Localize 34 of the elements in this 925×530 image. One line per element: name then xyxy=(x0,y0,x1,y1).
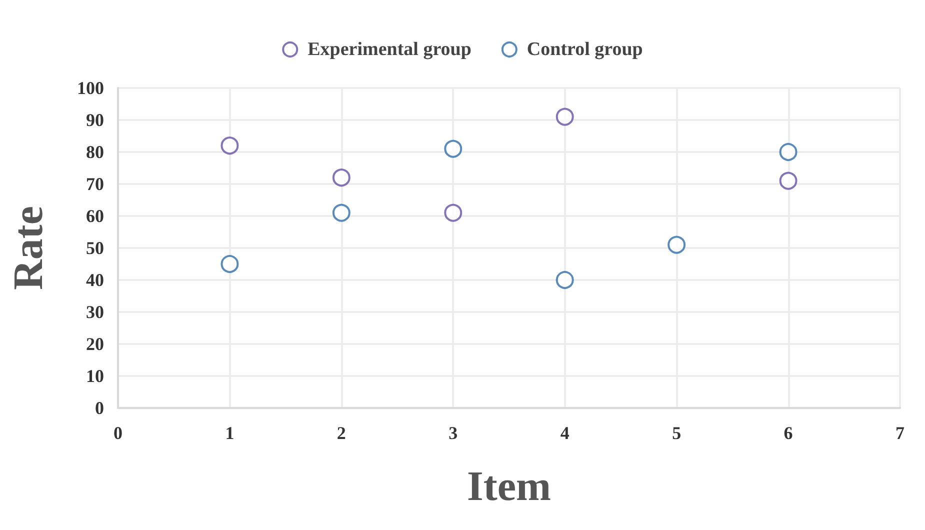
y-tick-label: 60 xyxy=(86,206,104,226)
point xyxy=(779,143,798,161)
x-axis-title: Item xyxy=(467,464,551,510)
point xyxy=(220,136,239,155)
y-tick-label: 50 xyxy=(86,238,104,258)
y-tick-label: 30 xyxy=(86,302,104,322)
y-tick-label: 20 xyxy=(86,334,104,354)
legend-label: Control group xyxy=(526,39,643,60)
y-tick-label: 0 xyxy=(95,398,104,418)
x-tick-label: 6 xyxy=(784,423,793,443)
legend-label: Experimental group xyxy=(308,39,472,60)
y-tick-label: 70 xyxy=(86,174,104,194)
point xyxy=(444,204,462,222)
x-tick-label: 2 xyxy=(336,423,346,443)
x-tick-label: 1 xyxy=(225,423,234,443)
y-tick-label: 80 xyxy=(86,142,104,162)
point xyxy=(220,255,239,273)
x-tick-label: 7 xyxy=(896,423,904,443)
x-tick-label: 4 xyxy=(560,423,570,443)
point xyxy=(779,172,798,190)
y-tick-label: 100 xyxy=(77,78,104,98)
point xyxy=(556,108,574,126)
point xyxy=(668,236,686,254)
x-tick-label: 5 xyxy=(672,423,682,443)
point xyxy=(332,168,350,187)
x-tick-label: 0 xyxy=(114,423,122,443)
y-tick-label: 10 xyxy=(86,366,104,386)
y-tick-label: 40 xyxy=(86,270,104,290)
y-axis-title: Rate xyxy=(6,206,52,290)
x-tick-label: 3 xyxy=(448,423,458,443)
y-tick-label: 90 xyxy=(86,110,104,130)
point xyxy=(444,140,462,158)
point xyxy=(332,204,350,222)
point xyxy=(556,271,574,289)
